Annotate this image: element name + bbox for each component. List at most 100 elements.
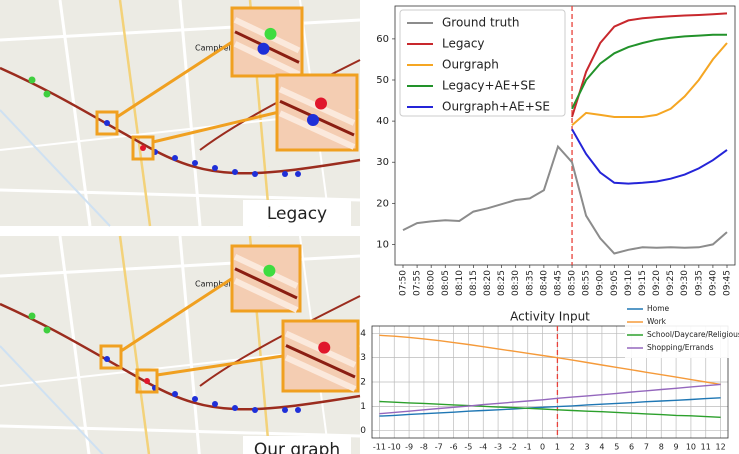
inset	[232, 246, 300, 311]
map-label: Our graph	[254, 440, 340, 454]
x-tick-label: 09:10	[624, 270, 634, 296]
x-tick-label: 09:15	[638, 270, 648, 296]
series-line	[379, 398, 720, 416]
x-tick-label: -9	[405, 443, 413, 452]
node	[29, 313, 36, 320]
x-tick-label: -4	[479, 443, 487, 452]
x-tick-label: 09:00	[596, 270, 606, 296]
map-panel: CampbellOur graph	[0, 236, 360, 454]
node	[295, 407, 301, 413]
node	[252, 171, 258, 177]
legend-label: Ourgraph	[442, 58, 499, 72]
legend-label: Ourgraph+AE+SE	[442, 100, 550, 114]
node	[192, 396, 198, 402]
inset-node	[258, 43, 270, 55]
x-tick-label: 08:35	[525, 270, 535, 296]
inset-node	[265, 28, 277, 40]
series-line	[403, 147, 727, 254]
inset-node	[307, 114, 319, 126]
y-tick-label: 30	[376, 157, 389, 168]
x-tick-label: -6	[450, 443, 458, 452]
x-tick-label: 08:50	[568, 270, 578, 296]
x-tick-label: 1	[555, 443, 560, 452]
y-tick-label: 10	[376, 239, 389, 250]
inset-node	[263, 265, 275, 277]
inset-node	[315, 98, 327, 110]
node	[104, 120, 110, 126]
legend-label: School/Daycare/Religious	[647, 330, 739, 339]
legend-label: Work	[647, 317, 667, 326]
legend-label: Legacy	[442, 37, 485, 51]
x-tick-label: 07:55	[413, 270, 423, 296]
node	[282, 171, 288, 177]
node	[252, 407, 258, 413]
x-tick-label: 09:05	[610, 270, 620, 296]
x-tick-label: 09:45	[723, 270, 733, 296]
x-tick-label: 09:25	[666, 270, 676, 296]
x-tick-label: 0	[540, 443, 545, 452]
x-tick-label: 08:55	[582, 270, 592, 296]
node	[282, 407, 288, 413]
node	[232, 405, 238, 411]
map-label: Legacy	[267, 204, 327, 224]
legend-label: Shopping/Errands	[647, 343, 714, 352]
x-tick-label: 09:30	[680, 270, 690, 296]
x-tick-label: -10	[388, 443, 401, 452]
x-tick-label: 8	[659, 443, 664, 452]
x-tick-label: -2	[509, 443, 517, 452]
x-tick-label: 7	[644, 443, 649, 452]
x-tick-label: 11	[701, 443, 711, 452]
inset	[232, 8, 302, 76]
x-tick-label: 12	[715, 443, 725, 452]
x-tick-label: 6	[629, 443, 634, 452]
x-tick-label: 08:15	[469, 270, 479, 296]
y-tick-label: 40	[376, 116, 389, 127]
node	[212, 401, 218, 407]
map-panel: CampbellLegacy	[0, 0, 360, 226]
x-tick-label: 08:25	[497, 270, 507, 296]
legend-label: Home	[647, 304, 670, 313]
inset	[277, 75, 357, 150]
x-tick-label: -3	[494, 443, 502, 452]
y-tick-label: 20	[376, 198, 389, 209]
x-tick-label: 08:45	[553, 270, 563, 296]
node	[29, 77, 36, 84]
x-tick-label: -8	[420, 443, 428, 452]
node	[212, 165, 218, 171]
x-tick-label: 09:35	[694, 270, 704, 296]
node	[44, 327, 51, 334]
chart-title: Activity Input	[510, 310, 590, 324]
x-tick-label: 09:40	[708, 270, 718, 296]
y-tick-label: 50	[376, 75, 389, 86]
node	[144, 378, 150, 384]
inset-node	[318, 342, 330, 354]
y-tick-label: 4	[360, 329, 366, 339]
x-tick-label: -5	[464, 443, 472, 452]
x-tick-label: 4	[599, 443, 604, 452]
x-tick-label: 10	[686, 443, 696, 452]
x-tick-label: 9	[674, 443, 679, 452]
x-tick-label: 08:05	[441, 270, 451, 296]
x-tick-label: 07:50	[399, 270, 409, 296]
node	[295, 171, 301, 177]
x-tick-label: 3	[585, 443, 590, 452]
inset	[283, 321, 358, 391]
x-tick-label: 5	[614, 443, 619, 452]
y-tick-label: 2	[360, 378, 366, 388]
legend-label: Legacy+AE+SE	[442, 79, 536, 93]
legend-label: Ground truth	[442, 16, 520, 30]
y-tick-label: 1	[360, 402, 366, 412]
x-tick-label: 08:20	[483, 270, 493, 296]
x-tick-label: 08:10	[455, 270, 465, 296]
y-tick-label: 3	[360, 353, 366, 363]
x-tick-label: -11	[373, 443, 386, 452]
series-line	[572, 13, 727, 117]
node	[192, 160, 198, 166]
node	[172, 391, 178, 397]
node	[104, 356, 110, 362]
x-tick-label: -7	[435, 443, 443, 452]
y-tick-label: 60	[376, 34, 389, 45]
node	[44, 91, 51, 98]
x-tick-label: 09:20	[652, 270, 662, 296]
x-tick-label: 08:00	[427, 270, 437, 296]
